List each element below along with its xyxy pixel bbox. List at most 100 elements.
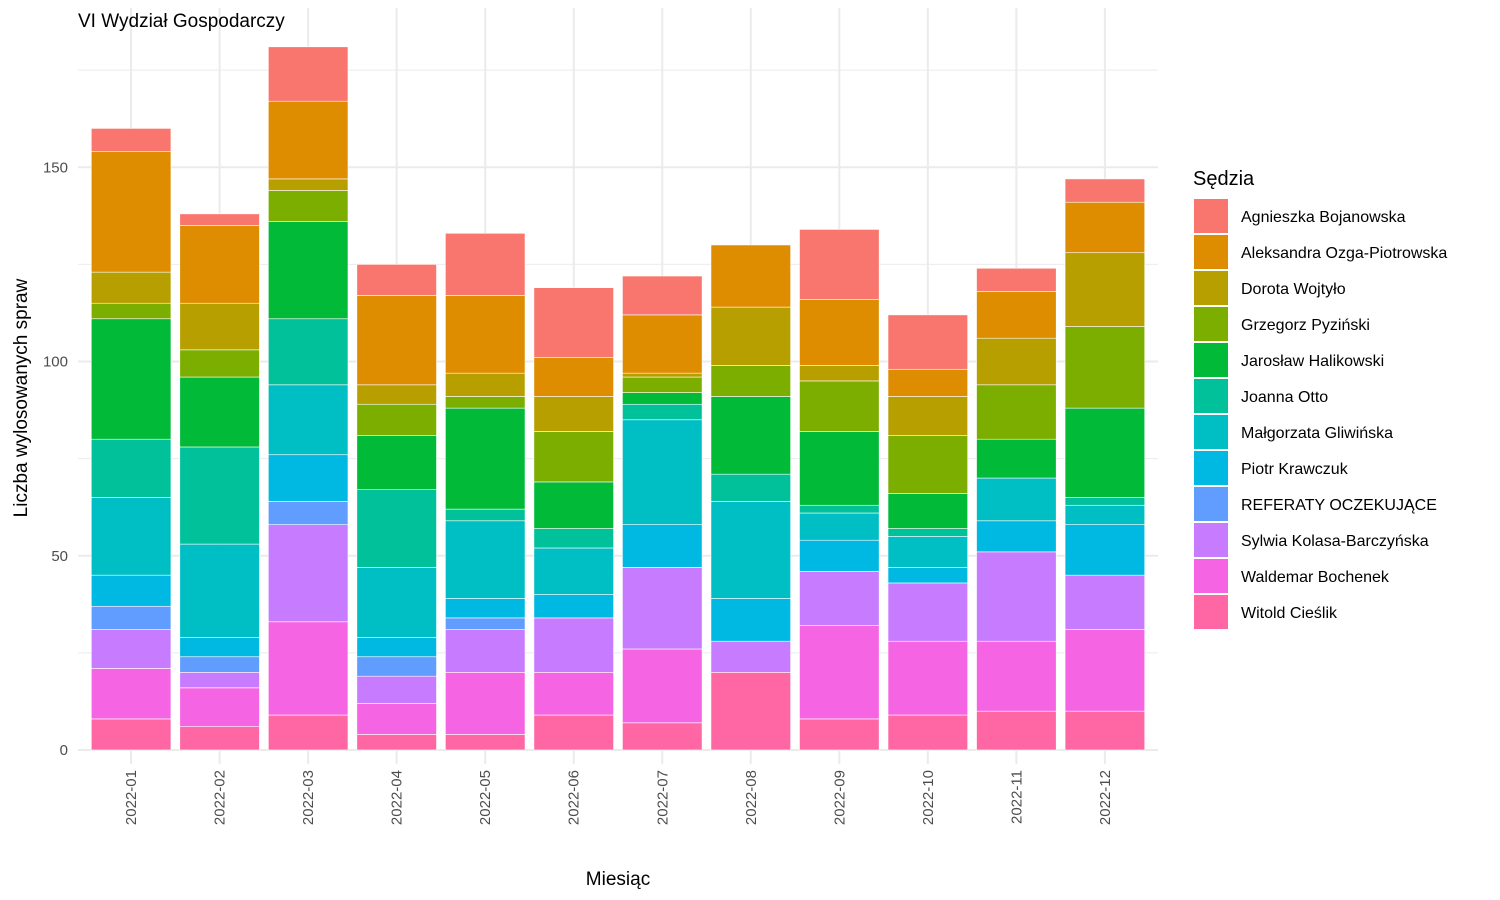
legend-label: Joanna Otto (1241, 389, 1328, 406)
bar-segment (533, 671, 614, 716)
bar-segment (268, 384, 349, 456)
bar-segment (976, 710, 1057, 751)
bar-segment (710, 473, 791, 502)
bar-segment (268, 221, 349, 320)
legend-label: Dorota Wojtyło (1241, 281, 1346, 298)
bar-segment (976, 551, 1057, 642)
bar-segment (90, 128, 172, 153)
bar-segment (268, 714, 349, 751)
y-tick-label: 0 (60, 742, 68, 759)
legend: Sędzia Agnieszka Bojanowska Aleksandra Oz… (1193, 168, 1447, 629)
legend-label: Agnieszka Bojanowska (1241, 209, 1406, 226)
bar-segment (1064, 201, 1146, 254)
bar-segment (179, 656, 260, 673)
bar-segment (799, 625, 880, 720)
bar-segment (976, 384, 1057, 440)
x-tick-label: 2022-04 (389, 770, 406, 825)
bar-segment (356, 675, 437, 704)
bar-segment (887, 582, 968, 642)
bar-segment (268, 318, 349, 386)
bar-segment (533, 528, 614, 549)
bar-segment (90, 497, 172, 576)
bar-segment (622, 392, 703, 405)
bar-segment (533, 547, 614, 595)
x-tick-label: 2022-06 (566, 770, 583, 825)
bar-segment (356, 656, 437, 677)
bar-segment (90, 151, 172, 273)
bar-segment (179, 213, 260, 226)
bar-segment (179, 225, 260, 304)
bar-segment (179, 671, 260, 689)
legend-swatch (1194, 271, 1228, 305)
bar-segment (710, 365, 791, 397)
legend-label: Małgorzata Gliwińska (1241, 425, 1393, 442)
bar-segment (887, 714, 968, 751)
y-tick-label: 50 (51, 548, 68, 565)
bar-segment (887, 396, 968, 436)
bar-segment (268, 454, 349, 502)
bar-segment (533, 396, 614, 432)
bar-segment (799, 229, 880, 300)
bar-segment (90, 438, 172, 498)
bar-segment (799, 718, 880, 751)
bar-segment (976, 291, 1057, 339)
bar-segment (799, 504, 880, 514)
bar-segment (356, 403, 437, 436)
x-axis-label: Miesiąc (586, 869, 650, 890)
bar-segment (887, 314, 968, 370)
bar-segment (710, 501, 791, 599)
bar-segment (179, 446, 260, 545)
bars (90, 46, 1146, 751)
bar-segment (90, 668, 172, 720)
bar-segment (90, 318, 172, 440)
legend-swatch (1194, 379, 1228, 413)
bar-segment (1064, 326, 1146, 409)
legend-label: Aleksandra Ozga-Piotrowska (1241, 245, 1447, 262)
bar-segment (445, 372, 526, 397)
bar-segment (90, 605, 172, 630)
legend-swatch (1194, 307, 1228, 341)
bar-segment (268, 190, 349, 222)
bar-segment (887, 368, 968, 397)
x-tick-label: 2022-12 (1097, 770, 1114, 825)
bar-segment (356, 264, 437, 296)
bar-segment (533, 431, 614, 483)
bar-segment (356, 295, 437, 386)
bar-segment (1064, 407, 1146, 498)
chart-title: VI Wydział Gospodarczy (78, 11, 285, 32)
bar-segment (622, 722, 703, 751)
x-tick-label: 2022-03 (300, 770, 317, 825)
bar-segment (976, 267, 1057, 292)
bar-segment (90, 271, 172, 304)
legend-swatch (1194, 415, 1228, 449)
bar-segment (90, 629, 172, 669)
bar-segment (356, 703, 437, 735)
legend-label: Jarosław Halikowski (1241, 353, 1384, 370)
bar-segment (622, 524, 703, 568)
bar-segment (445, 617, 526, 630)
bar-segment (710, 598, 791, 642)
legend-swatch (1194, 523, 1228, 557)
legend-label: Grzegorz Pyziński (1241, 317, 1370, 334)
bar-segment (268, 621, 349, 716)
bar-segment (976, 438, 1057, 479)
legend-swatch (1194, 451, 1228, 485)
x-axis-tick-labels: 2022-01 2022-02 2022-03 2022-04 2022-05 2022-… (123, 770, 1114, 825)
bar-segment (533, 617, 614, 673)
bar-segment (710, 640, 791, 673)
bar-segment (710, 244, 791, 308)
bar-segment (799, 365, 880, 382)
bar-segment (445, 407, 526, 510)
bar-segment (445, 598, 526, 619)
bar-segment (179, 543, 260, 638)
y-tick-label: 150 (43, 159, 68, 176)
bar-segment (887, 640, 968, 716)
bar-segment (976, 477, 1057, 522)
bar-segment (622, 648, 703, 724)
bar-segment (90, 574, 172, 607)
x-tick-label: 2022-02 (212, 770, 229, 825)
bar-segment (533, 287, 614, 358)
bar-segment (622, 372, 703, 378)
y-axis-label: Liczba wylosowanych spraw (11, 278, 32, 517)
